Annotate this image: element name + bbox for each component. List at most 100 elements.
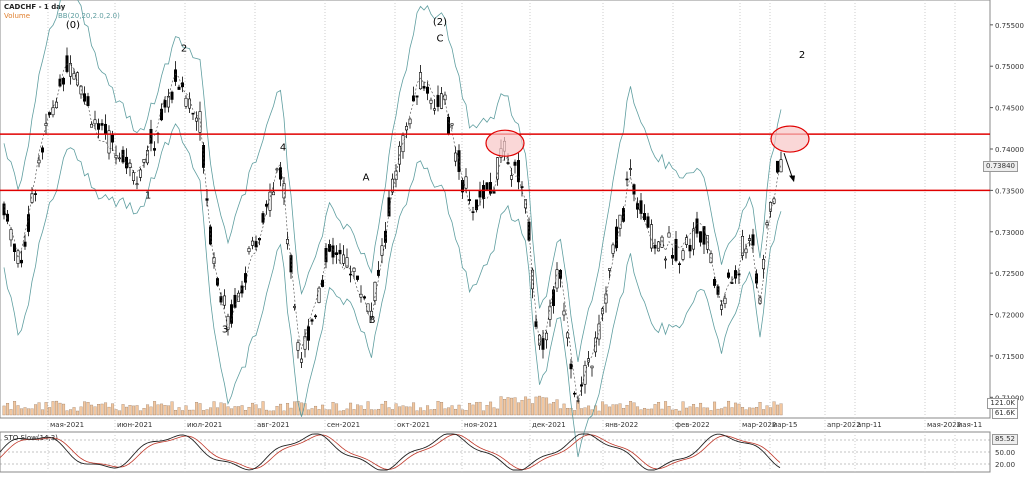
volume-bar (555, 399, 559, 416)
volume-bar (580, 408, 584, 416)
volume-bar (177, 407, 181, 416)
candle-body (212, 257, 216, 264)
volume-bar (674, 409, 678, 416)
volume-bar (699, 402, 703, 416)
candle-body (160, 108, 164, 121)
volume-bar (461, 409, 465, 416)
volume-bar (772, 401, 776, 416)
candle-body (289, 255, 293, 273)
volume-bar (706, 407, 710, 416)
volume-bar (527, 398, 531, 416)
candle-body (418, 72, 422, 90)
volume-bar (90, 404, 94, 416)
volume-bar (111, 403, 115, 416)
candle-body (331, 245, 335, 258)
volume-bar (447, 407, 451, 416)
volume-bar (394, 403, 398, 416)
volume-bar (258, 408, 262, 416)
candle-body (761, 259, 765, 270)
volume-bar (370, 409, 374, 416)
x-tick-label: мая-2021 (50, 421, 84, 429)
volume-bar (779, 403, 783, 416)
volume-bar (160, 403, 164, 416)
candle-body (261, 213, 265, 223)
candle-body (69, 63, 73, 77)
candle-body (118, 157, 122, 160)
volume-bar (730, 407, 734, 416)
y-tick-label: 0.72500 (995, 270, 1024, 278)
candle-body (54, 101, 58, 109)
volume-bar (331, 402, 335, 416)
candle-body (26, 214, 30, 232)
x-tick-label: фев-2022 (675, 421, 710, 429)
volume-bar (279, 403, 283, 416)
candle-body (485, 182, 489, 190)
volume-bar (142, 408, 146, 416)
volume-bar (422, 410, 426, 416)
volume-bar (685, 407, 689, 416)
candle-body (628, 168, 632, 170)
candle-body (139, 169, 143, 178)
volume-bar (97, 404, 101, 416)
candle-body (2, 203, 6, 216)
candle-body (520, 186, 524, 188)
volume-bar (261, 401, 265, 416)
volume-bar (6, 403, 10, 416)
resistance-touch-circle (770, 125, 810, 153)
volume-bar (566, 408, 570, 416)
volume-bar (678, 410, 682, 416)
candle-body (268, 191, 272, 211)
candle-body (174, 69, 178, 82)
volume-bar (489, 401, 493, 416)
volume-bar (559, 408, 563, 416)
volume-bar (65, 410, 69, 416)
volume-bar (2, 405, 6, 416)
candle-body (677, 263, 681, 265)
volume-legend: Volume (4, 12, 31, 20)
y-tick-label: 0.73500 (995, 187, 1024, 195)
candle-body (464, 176, 468, 189)
candle-body (621, 208, 625, 222)
candle-body (233, 294, 237, 308)
volume-bar (517, 402, 521, 416)
volume-bar (713, 401, 717, 416)
x-tick-label: апр-11 (857, 421, 882, 429)
volume-bar (359, 405, 363, 416)
volume-bar (510, 397, 514, 416)
volume-bar (363, 409, 367, 416)
volume-bar (219, 402, 223, 416)
volume-bar (380, 403, 384, 416)
candle-body (79, 85, 83, 95)
candle-body (334, 252, 338, 256)
volume-bar (342, 410, 346, 416)
volume-bar (13, 401, 17, 416)
volume-bar (118, 410, 122, 416)
x-tick-label: мар-2022 (742, 421, 776, 429)
volume-bar (345, 408, 349, 416)
volume-bar (335, 403, 339, 416)
volume-bar (286, 403, 290, 416)
volume-bar (604, 404, 608, 416)
candle-body (37, 159, 41, 164)
volume-bar (538, 395, 542, 416)
volume-bar (317, 409, 321, 416)
candle-body (660, 236, 664, 248)
volume-bar (37, 402, 41, 416)
volume-bar (723, 406, 727, 416)
volume-bar (629, 401, 633, 416)
candle-body (551, 289, 555, 306)
candle-body (72, 73, 76, 80)
candle-body (121, 149, 125, 163)
candle-body (579, 384, 583, 387)
volume-bar (247, 406, 251, 416)
volume-bar (562, 403, 566, 416)
candle-body (548, 305, 552, 320)
candle-body (163, 100, 167, 108)
y-tick-label: 0.74500 (995, 105, 1024, 113)
volume-bar (209, 407, 213, 416)
candle-body (667, 232, 671, 238)
candle-body (607, 268, 611, 271)
volume-bar (615, 404, 619, 416)
volume-bar (660, 408, 664, 416)
